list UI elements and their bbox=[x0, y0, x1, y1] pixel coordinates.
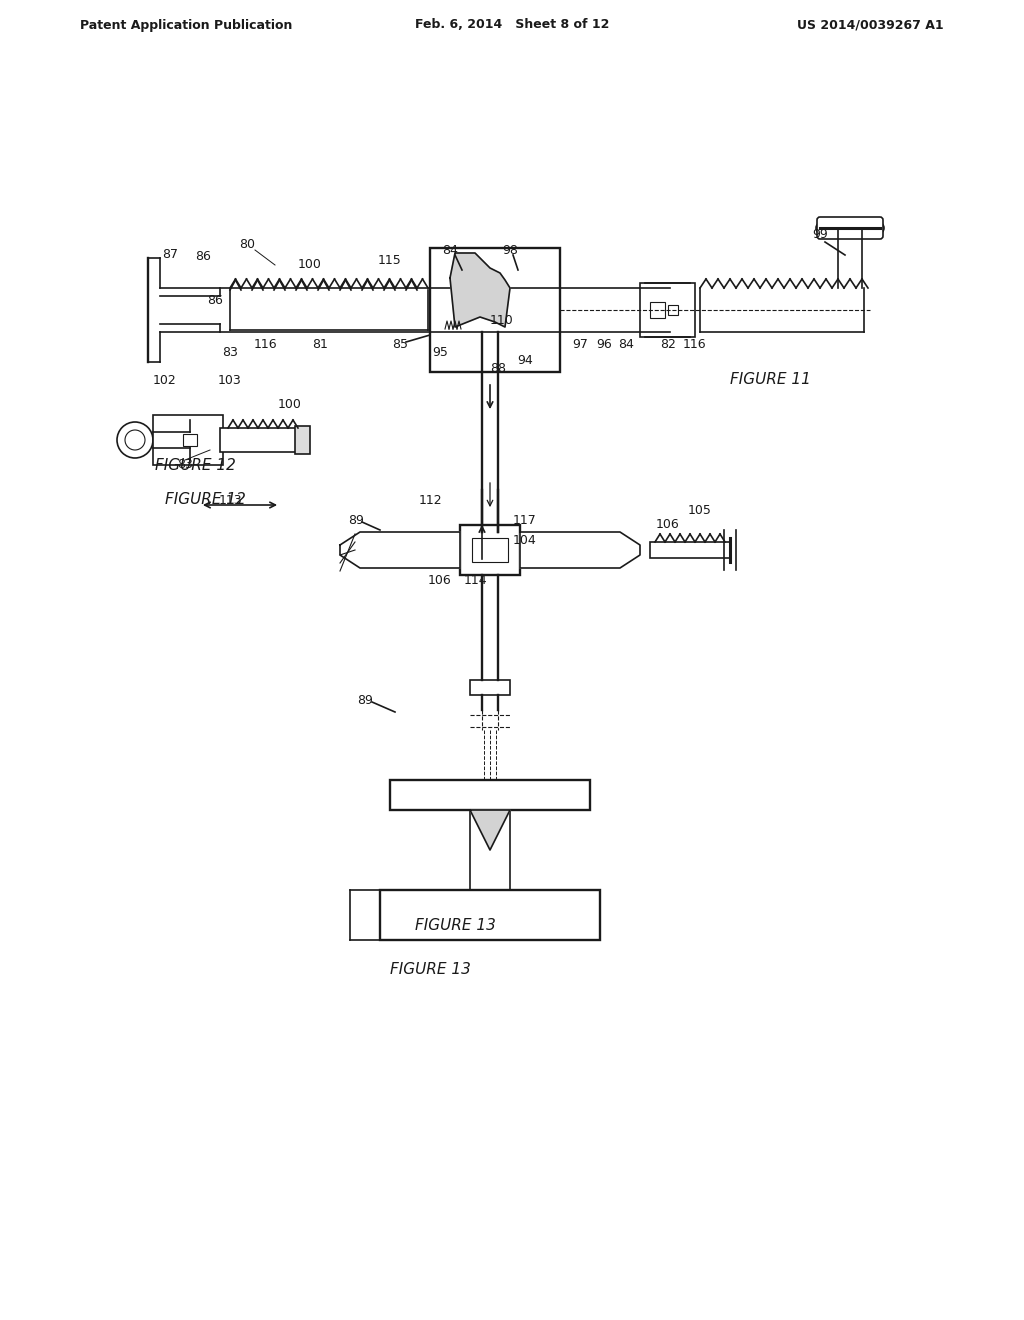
Bar bbox=[153, 414, 223, 465]
Bar bbox=[472, 539, 508, 562]
Text: 110: 110 bbox=[490, 314, 514, 326]
Bar bbox=[470, 780, 510, 890]
Polygon shape bbox=[340, 532, 460, 568]
Bar bbox=[668, 305, 678, 315]
Text: 83: 83 bbox=[222, 346, 238, 359]
Text: 116: 116 bbox=[682, 338, 706, 351]
Text: 112: 112 bbox=[418, 494, 441, 507]
Text: 89: 89 bbox=[348, 513, 364, 527]
Text: 82: 82 bbox=[660, 338, 676, 351]
Text: 99: 99 bbox=[812, 228, 827, 242]
Bar bbox=[220, 428, 300, 451]
Text: 117: 117 bbox=[513, 513, 537, 527]
Text: 96: 96 bbox=[596, 338, 612, 351]
Circle shape bbox=[816, 222, 828, 234]
Text: 106: 106 bbox=[656, 519, 680, 532]
Text: FIGURE 12: FIGURE 12 bbox=[155, 458, 236, 473]
Bar bbox=[470, 680, 510, 696]
Bar bbox=[650, 302, 665, 318]
Text: Patent Application Publication: Patent Application Publication bbox=[80, 18, 293, 32]
Bar bbox=[460, 525, 520, 576]
Text: 81: 81 bbox=[312, 338, 328, 351]
Text: FIGURE 11: FIGURE 11 bbox=[730, 372, 811, 388]
Text: US 2014/0039267 A1: US 2014/0039267 A1 bbox=[798, 18, 944, 32]
Text: FIGURE 12: FIGURE 12 bbox=[165, 492, 246, 507]
Text: FIGURE 13: FIGURE 13 bbox=[415, 917, 496, 932]
Bar bbox=[295, 426, 310, 454]
Text: 106: 106 bbox=[428, 573, 452, 586]
Bar bbox=[183, 434, 197, 446]
Text: 88: 88 bbox=[490, 362, 506, 375]
Text: Feb. 6, 2014   Sheet 8 of 12: Feb. 6, 2014 Sheet 8 of 12 bbox=[415, 18, 609, 32]
Bar bbox=[380, 890, 600, 940]
Text: 84: 84 bbox=[618, 338, 634, 351]
Text: 100: 100 bbox=[298, 259, 322, 272]
Text: 103: 103 bbox=[218, 374, 242, 387]
Text: 114: 114 bbox=[463, 573, 486, 586]
Text: 115: 115 bbox=[378, 253, 401, 267]
Circle shape bbox=[872, 222, 884, 234]
Bar bbox=[640, 282, 695, 337]
Text: 86: 86 bbox=[195, 251, 211, 264]
Text: 104: 104 bbox=[513, 533, 537, 546]
Text: 94: 94 bbox=[517, 354, 532, 367]
Bar bbox=[430, 248, 560, 372]
Polygon shape bbox=[520, 532, 640, 568]
Circle shape bbox=[125, 430, 145, 450]
Bar bbox=[390, 780, 590, 810]
Text: 116: 116 bbox=[253, 338, 276, 351]
Text: 87: 87 bbox=[162, 248, 178, 261]
Text: 86: 86 bbox=[207, 293, 223, 306]
Text: 83: 83 bbox=[177, 458, 193, 471]
FancyBboxPatch shape bbox=[817, 216, 883, 239]
Text: 89: 89 bbox=[357, 693, 373, 706]
Text: 85: 85 bbox=[392, 338, 408, 351]
Text: 105: 105 bbox=[688, 503, 712, 516]
Polygon shape bbox=[450, 253, 510, 327]
Text: 98: 98 bbox=[502, 243, 518, 256]
Text: 95: 95 bbox=[432, 346, 447, 359]
Text: 100: 100 bbox=[279, 399, 302, 412]
Text: 80: 80 bbox=[239, 239, 255, 252]
Text: 97: 97 bbox=[572, 338, 588, 351]
Text: 113: 113 bbox=[218, 494, 242, 507]
Text: 102: 102 bbox=[154, 374, 177, 387]
Bar bbox=[650, 543, 730, 558]
Text: FIGURE 13: FIGURE 13 bbox=[390, 962, 471, 978]
Text: 84: 84 bbox=[442, 243, 458, 256]
Circle shape bbox=[117, 422, 153, 458]
Polygon shape bbox=[470, 810, 510, 850]
